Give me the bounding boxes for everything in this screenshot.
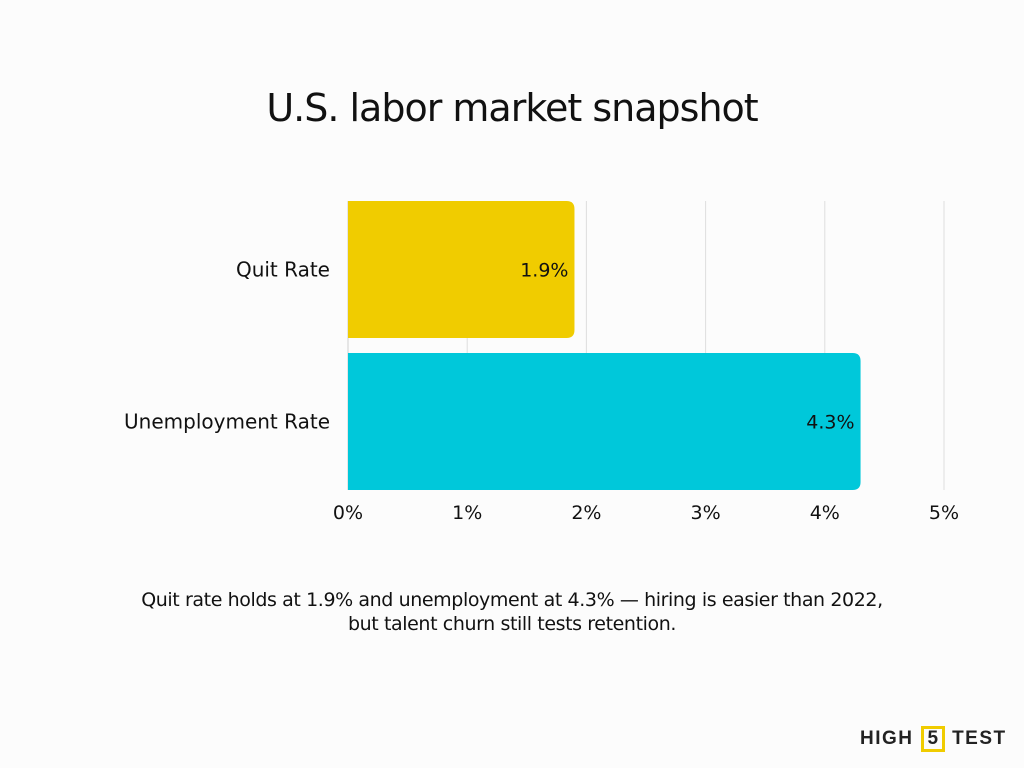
logo-text-test: TEST	[952, 728, 1007, 749]
x-tick-label: 4%	[810, 502, 840, 524]
chart-title: U.S. labor market snapshot	[266, 86, 758, 130]
x-tick-label: 3%	[691, 502, 721, 524]
category-label: Unemployment Rate	[124, 410, 330, 434]
bar	[348, 353, 861, 490]
data-label: 4.3%	[806, 412, 854, 434]
x-tick-label: 5%	[929, 502, 959, 524]
x-tick-label: 2%	[571, 502, 601, 524]
data-label: 1.9%	[520, 260, 568, 282]
x-tick-label: 1%	[452, 502, 482, 524]
chart-caption: Quit rate holds at 1.9% and unemployment…	[60, 588, 964, 636]
bar-chart: 0% 1% 2% 3% 4% 5% 1.9% Quit Rate 4.3% Unemploymen…	[124, 201, 959, 524]
category-label: Quit Rate	[236, 258, 330, 282]
high5test-logo: HIGH 5 TEST	[860, 726, 1007, 752]
x-tick-label: 0%	[333, 502, 363, 524]
logo-text-high: HIGH	[860, 728, 914, 749]
caption-line-1: Quit rate holds at 1.9% and unemployment…	[141, 589, 883, 611]
bar	[348, 201, 575, 338]
logo-five-box: 5	[920, 726, 946, 752]
caption-line-2: but talent churn still tests retention.	[347, 613, 677, 635]
